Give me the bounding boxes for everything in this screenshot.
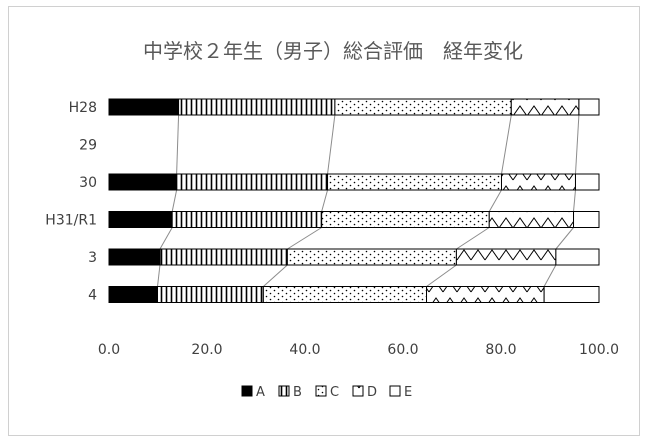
legend-label: E [404, 385, 412, 400]
bar-segment-a [108, 286, 159, 303]
legend-label: A [256, 385, 265, 400]
bar-segment-d [488, 211, 575, 228]
legend-swatch-c [315, 385, 327, 397]
bar-segment-e [543, 286, 600, 303]
bar-segment-a [108, 173, 178, 191]
x-axis-tick-labels: 0.0 20.0 40.0 60.0 80.0 100.0 [98, 342, 619, 358]
series-connector-line [555, 227, 574, 250]
bar-segment-a [108, 211, 173, 228]
bar-segment-a [108, 98, 180, 116]
bar-segment-b [178, 98, 336, 116]
bar-segment-d [455, 248, 557, 266]
bar-segment-d [500, 173, 576, 191]
category-label: H31/R1 [45, 213, 97, 229]
x-tick-label: 100.0 [579, 342, 619, 358]
bar-segment-b [176, 173, 329, 191]
series-connector-line [159, 227, 173, 250]
bar-segment-c [321, 211, 490, 228]
bar-segment-c [327, 173, 502, 191]
bar-segment-b [157, 286, 264, 303]
bars-layer [108, 98, 600, 303]
category-label: 4 [88, 288, 97, 304]
category-label: 30 [79, 175, 97, 191]
x-tick-label: 60.0 [387, 342, 418, 358]
series-connector-line [176, 114, 180, 175]
series-connector-line [543, 264, 557, 287]
x-tick-label: 0.0 [98, 342, 120, 358]
stacked-bar-chart: 中学校２年生（男子）総合評価 経年変化 H28 29 30 H31/R1 3 4 0.0 2… [45, 39, 619, 400]
series-connector-line [263, 264, 288, 287]
x-tick-label: 80.0 [485, 342, 516, 358]
legend-label: D [367, 385, 377, 400]
series-connector-line [488, 189, 502, 212]
bar-segment-e [555, 248, 600, 266]
legend-swatch-a [241, 385, 253, 397]
series-connector-line [287, 227, 322, 250]
x-tick-label: 20.0 [191, 342, 222, 358]
bar-segment-b [159, 248, 288, 266]
series-connector-line [500, 114, 512, 175]
series-connector-line [426, 264, 457, 287]
chart-title: 中学校２年生（男子）総合評価 経年変化 [143, 39, 523, 63]
bar-segment-e [574, 173, 600, 191]
legend-swatch-b [278, 385, 290, 397]
series-connector-line [171, 189, 178, 212]
category-label: 3 [88, 250, 97, 266]
series-connector-line [456, 227, 490, 250]
category-label: 29 [79, 138, 97, 154]
bar-segment-c [286, 248, 457, 266]
bar-segment-d [510, 98, 580, 116]
legend-swatch-e [389, 385, 401, 397]
bar-segment-d [426, 286, 545, 303]
legend: A B C D E [241, 385, 412, 400]
series-connector-line [574, 114, 580, 175]
bar-segment-e [573, 211, 600, 228]
series-connector-line [327, 114, 336, 175]
legend-label: C [330, 385, 339, 400]
chart-frame: 中学校２年生（男子）総合評価 経年変化 H28 29 30 H31/R1 3 4 0.0 2… [8, 6, 640, 436]
category-label: H28 [69, 100, 97, 116]
bar-segment-c [334, 98, 512, 116]
series-connector-line [157, 264, 161, 287]
series-connector-line [321, 189, 329, 212]
series-connectors [157, 114, 580, 287]
bar-segment-b [171, 211, 323, 228]
legend-label: B [293, 385, 302, 400]
bar-segment-a [108, 248, 161, 266]
bar-segment-e [578, 98, 600, 116]
category-labels: H28 29 30 H31/R1 3 4 [45, 100, 97, 304]
legend-swatch-d [352, 385, 364, 397]
bar-segment-c [262, 286, 428, 303]
series-connector-line [573, 189, 576, 212]
x-tick-label: 40.0 [289, 342, 320, 358]
